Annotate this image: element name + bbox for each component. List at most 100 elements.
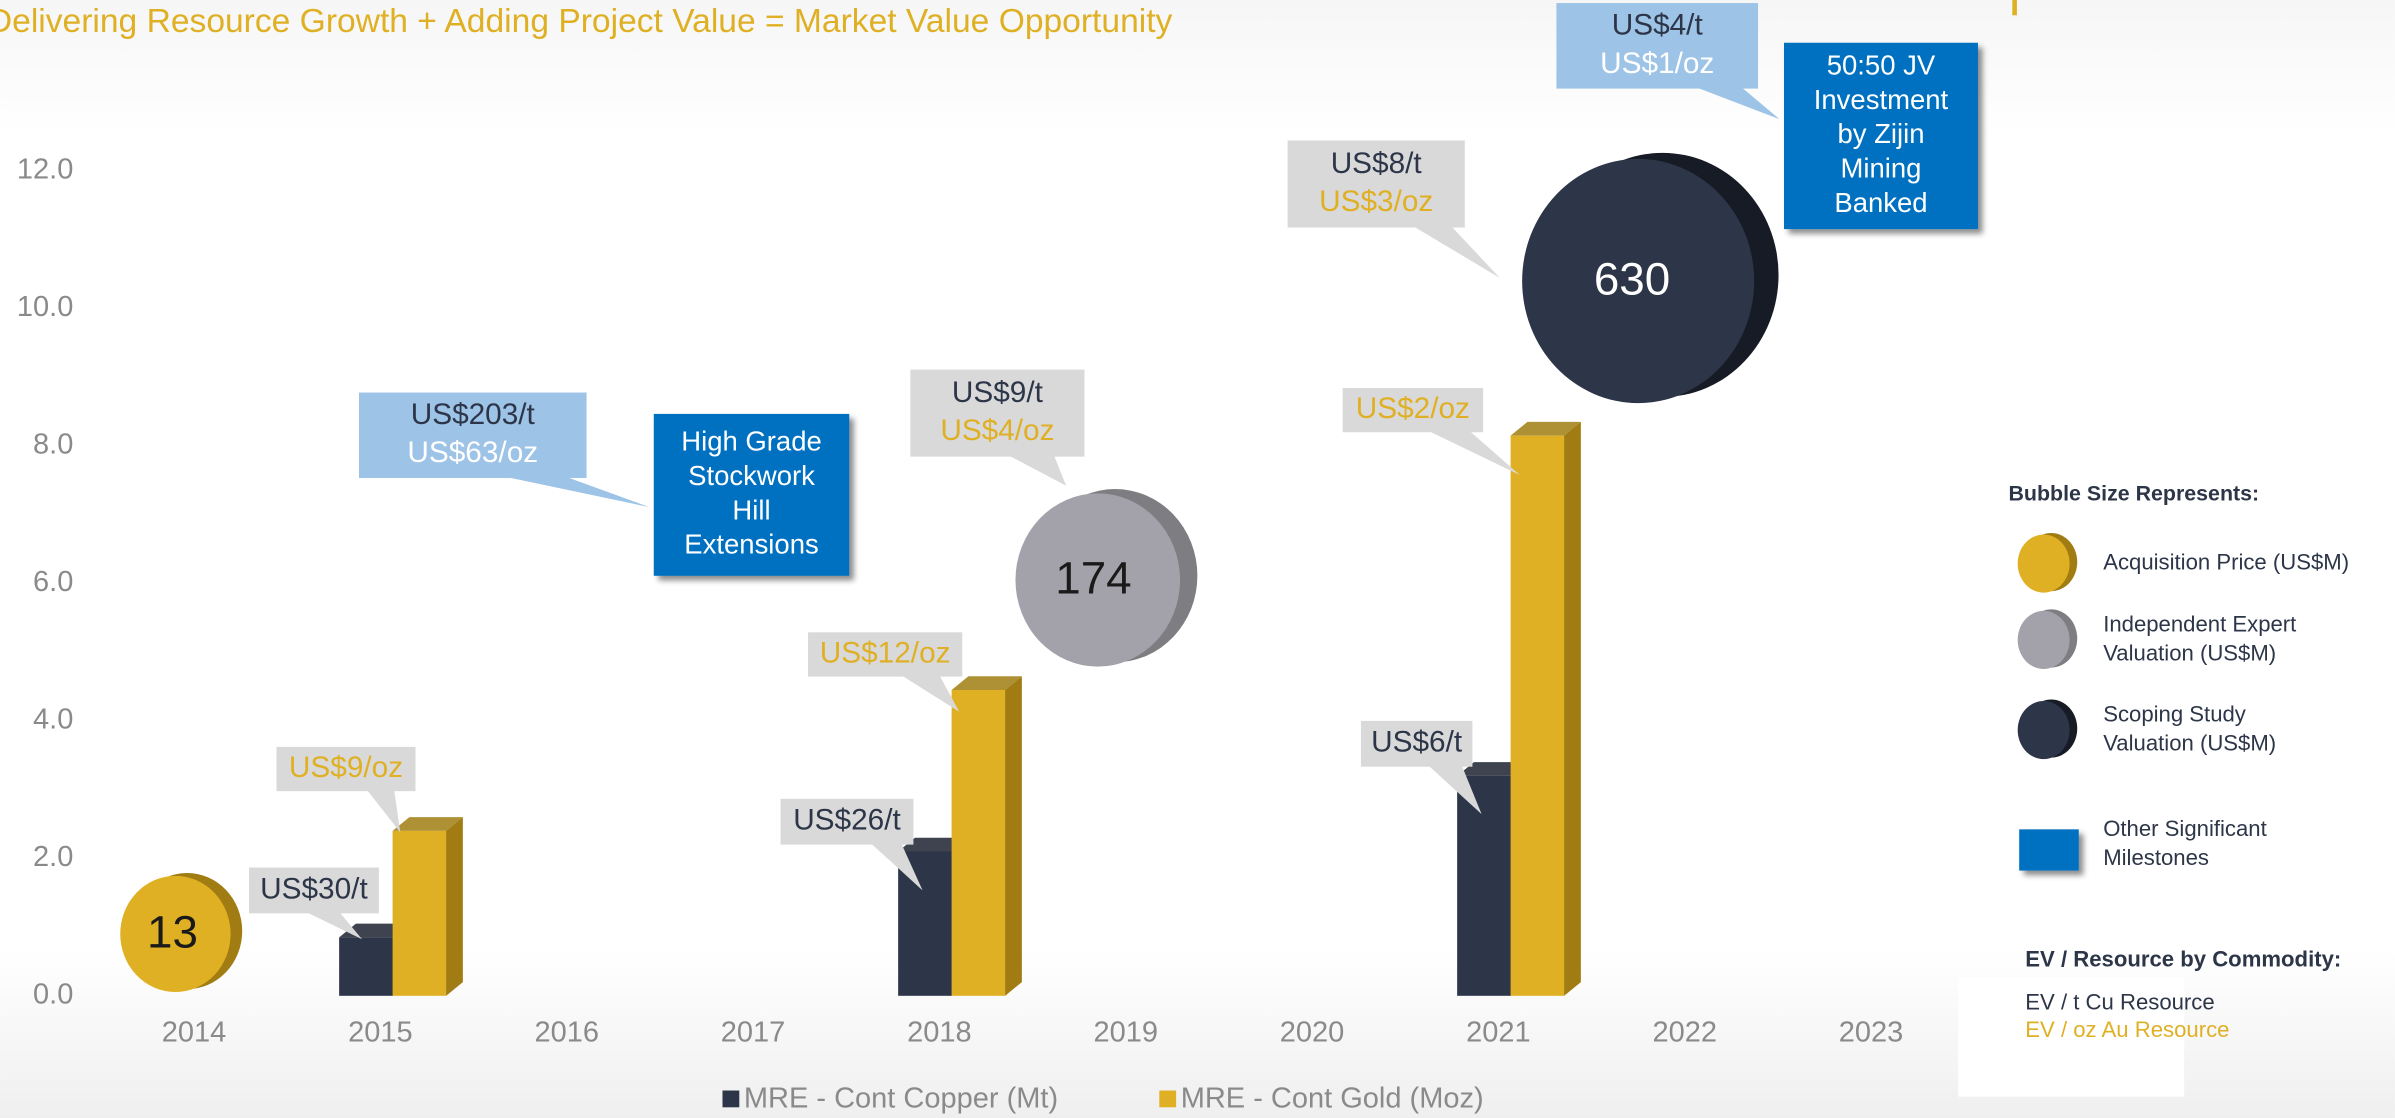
bar-front (1510, 435, 1565, 996)
callout-box (1342, 387, 1484, 433)
callout: US$203/t US$63/oz (359, 392, 650, 508)
key-label: Valuation (US$M) (2103, 730, 2276, 755)
callout-text: 50:50 JV (1827, 49, 1936, 80)
x-tick-label: 2023 (1839, 1017, 1904, 1049)
bar-front (951, 689, 1006, 996)
callout: US$8/t US$3/oz (1287, 140, 1500, 278)
bar-top (898, 837, 969, 852)
callout-text: US$8/t (1331, 147, 1423, 180)
callout: US$12/oz (808, 632, 963, 712)
callout-box (1287, 140, 1465, 228)
y-tick-label: 12.0 (17, 154, 73, 186)
callout-box (249, 867, 379, 914)
key-bubble (2017, 610, 2070, 669)
callout-box (1360, 720, 1473, 767)
y-tick-label: 0.0 (33, 978, 73, 1010)
x-tick-label: 2021 (1466, 1017, 1531, 1049)
legend-swatch (722, 1090, 740, 1108)
y-tick-label: 8.0 (33, 429, 73, 461)
key-label: Independent Expert (2103, 611, 2296, 636)
panel (1958, 977, 2185, 1097)
callout-text: Hill (732, 494, 770, 525)
key-label: Acquisition Price (US$M) (2103, 549, 2349, 574)
callout-box (808, 632, 963, 677)
key-label: Milestones (2103, 845, 2209, 870)
callout-box (276, 746, 416, 792)
bar-side (1005, 676, 1022, 996)
bar-front (392, 830, 447, 996)
bar-top (392, 817, 463, 831)
x-tick-label: 2016 (534, 1017, 599, 1049)
bubble: 630 (1522, 152, 1779, 404)
callout-tail (504, 476, 650, 508)
bubble-label: 630 (1594, 254, 1670, 305)
x-tick-label: 2020 (1280, 1017, 1345, 1049)
callout-text: US$3/oz (1319, 185, 1433, 218)
callout-text: US$9/oz (289, 751, 403, 784)
callout-text: US$4/t (1612, 9, 1704, 42)
callout-box (1783, 42, 1978, 230)
x-tick-label: 2014 (162, 1017, 227, 1049)
callout-text: Mining (1840, 153, 1921, 184)
callout-tail (305, 911, 363, 940)
callout-text: High Grade (681, 426, 822, 457)
bubble: 174 (1015, 489, 1198, 667)
key-ev-title: EV / Resource by Commodity: (2025, 947, 2341, 972)
legend-label: MRE - Cont Copper (Mt) (744, 1082, 1058, 1114)
legend-label: MRE - Cont Gold (Moz) (1181, 1082, 1484, 1114)
bubble-label: 174 (1055, 553, 1131, 604)
callout: US$9/t US$4/oz (910, 369, 1085, 486)
key-label: Scoping Study (2103, 701, 2247, 726)
legend-swatch (1159, 1090, 1177, 1108)
bar-top (951, 676, 1022, 690)
callout-box (1556, 3, 1759, 89)
callout: US$30/t (249, 867, 379, 940)
callout-tail (1428, 430, 1520, 475)
callout-text: US$30/t (260, 872, 368, 905)
key-label: Other Significant (2103, 816, 2267, 841)
callout: US$2/oz (1342, 387, 1520, 475)
key-label: Valuation (US$M) (2103, 640, 2276, 665)
bar-top (1510, 421, 1581, 436)
key-bubble (2017, 701, 2070, 760)
callout-box (910, 369, 1085, 457)
key-ev-line: EV / oz Au Resource (2025, 1017, 2229, 1042)
y-tick-label: 4.0 (33, 704, 73, 736)
key-bubble (2017, 534, 2070, 593)
bubble-face (1522, 158, 1755, 404)
bar-front (339, 937, 393, 996)
bubble-face (120, 875, 231, 993)
callout: US$26/t (780, 798, 923, 891)
callout-text: US$63/oz (407, 436, 538, 469)
callout-text: US$203/t (411, 398, 536, 431)
callout-box (780, 798, 914, 845)
bar-top (1457, 762, 1528, 776)
bar-side (446, 817, 463, 996)
key-title: Bubble Size Represents: (2009, 481, 2260, 505)
bar-side (1564, 421, 1581, 996)
y-tick-label: 2.0 (33, 841, 73, 873)
bubble-label: 13 (147, 907, 198, 958)
callout-text: Investment (1814, 84, 1949, 115)
bubble: 13 (120, 872, 243, 993)
bar (392, 817, 463, 996)
x-tick-label: 2015 (348, 1017, 413, 1049)
callout-tail (870, 843, 923, 891)
key-ev-line: EV / t Cu Resource (2025, 989, 2214, 1014)
callout-text: US$12/oz (820, 636, 951, 669)
callout: US$9/oz (276, 746, 416, 833)
callout-text: by Zijin (1837, 118, 1924, 149)
bar (951, 676, 1022, 996)
chart-title: Delivering Resource Growth + Adding Proj… (0, 3, 1173, 40)
callout-box (359, 392, 587, 479)
callout-text: US$2/oz (1356, 392, 1470, 425)
x-tick-label: 2017 (721, 1017, 786, 1049)
key-square (2019, 829, 2079, 871)
callout-text: US$6/t (1371, 726, 1463, 759)
bubble-face (1015, 493, 1181, 667)
y-tick-label: 6.0 (33, 566, 73, 598)
bar (1510, 421, 1581, 996)
